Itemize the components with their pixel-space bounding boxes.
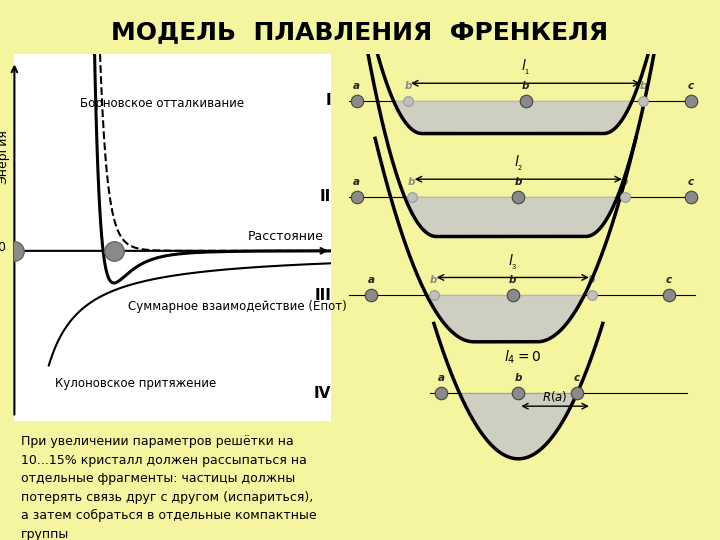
Text: c: c bbox=[688, 177, 694, 187]
Text: b: b bbox=[515, 177, 522, 187]
Text: b: b bbox=[522, 81, 529, 91]
Text: b: b bbox=[588, 275, 595, 285]
Text: Кулоновское притяжение: Кулоновское притяжение bbox=[55, 377, 217, 390]
Text: IV: IV bbox=[314, 386, 331, 401]
Text: $l_{_3}$: $l_{_3}$ bbox=[508, 253, 518, 272]
Text: a: a bbox=[438, 374, 445, 383]
Text: a: a bbox=[368, 275, 375, 285]
Text: $l_4= 0$: $l_4= 0$ bbox=[504, 349, 541, 366]
Text: b: b bbox=[509, 275, 516, 285]
Text: b: b bbox=[405, 81, 412, 91]
Text: a: a bbox=[354, 81, 360, 91]
Text: c: c bbox=[666, 275, 672, 285]
Text: Расстояние: Расстояние bbox=[248, 230, 324, 242]
Text: b: b bbox=[639, 81, 647, 91]
Text: a: a bbox=[354, 177, 360, 187]
Text: b: b bbox=[621, 177, 629, 187]
Text: Суммарное взаимодействие (Епот): Суммарное взаимодействие (Епот) bbox=[127, 300, 346, 313]
Text: $l_{_1}$: $l_{_1}$ bbox=[521, 58, 531, 77]
Text: c: c bbox=[574, 374, 580, 383]
Text: Борновское отталкивание: Борновское отталкивание bbox=[80, 97, 243, 110]
Text: I: I bbox=[325, 93, 331, 109]
Text: b: b bbox=[515, 374, 522, 383]
Text: III: III bbox=[314, 287, 331, 302]
Text: $l_{_2}$: $l_{_2}$ bbox=[513, 154, 523, 173]
Text: $R(a)$: $R(a)$ bbox=[542, 389, 568, 404]
Text: II: II bbox=[320, 189, 331, 204]
Text: МОДЕЛЬ  ПЛАВЛЕНИЯ  ФРЕНКЕЛЯ: МОДЕЛЬ ПЛАВЛЕНИЯ ФРЕНКЕЛЯ bbox=[112, 21, 608, 44]
Text: b: b bbox=[430, 275, 438, 285]
Text: b: b bbox=[408, 177, 415, 187]
Text: При увеличении параметров решётки на
10...15% кристалл должен рассыпаться на
отд: При увеличении параметров решётки на 10.… bbox=[21, 435, 316, 540]
Text: Энергия: Энергия bbox=[0, 129, 9, 184]
Text: c: c bbox=[688, 81, 694, 91]
Text: 0: 0 bbox=[0, 241, 5, 254]
